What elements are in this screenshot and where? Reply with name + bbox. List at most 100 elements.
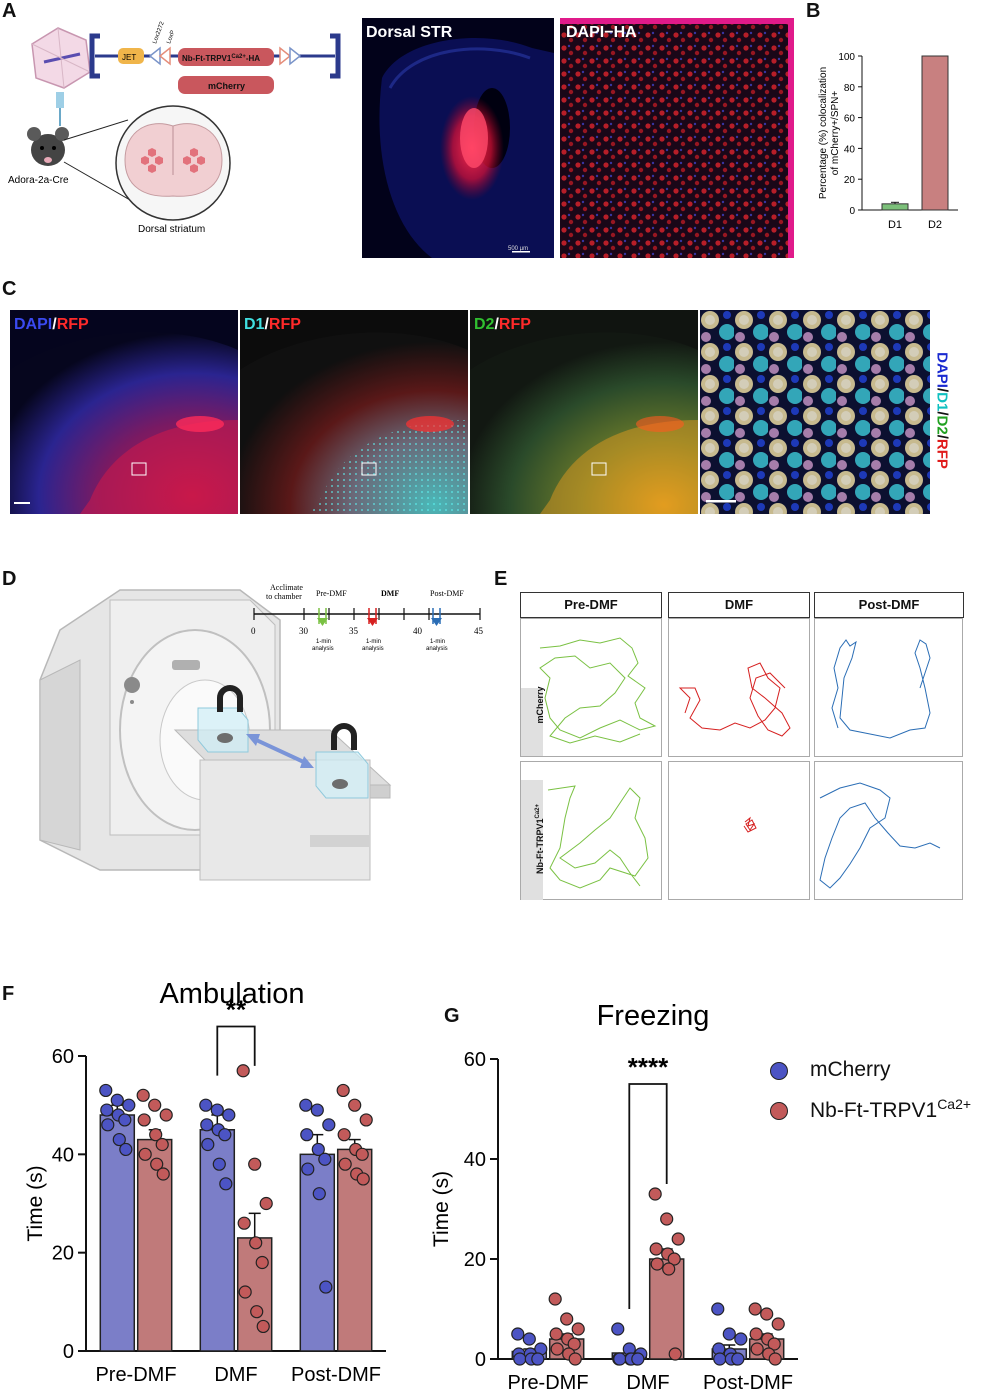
construct-jet: JET — [122, 53, 136, 62]
y-tick-label: 0 — [849, 206, 855, 217]
data-point — [236, 1064, 250, 1078]
track-mcherry-post — [831, 639, 931, 739]
data-point — [648, 1187, 662, 1201]
legend-swatch-mcherry — [770, 1062, 788, 1080]
data-point — [768, 1352, 782, 1366]
data-point — [110, 1093, 124, 1107]
d1-rfp-micrograph: D1/RFP — [240, 310, 468, 514]
data-point — [356, 1172, 370, 1186]
panel-label-a: A — [2, 0, 17, 22]
dapi-rfp-label: DAPI/RFP — [14, 316, 89, 333]
y-tick-label: 80 — [844, 83, 856, 94]
data-point — [731, 1352, 745, 1366]
data-point — [749, 1327, 763, 1341]
freezing-chart: Freezing 0 20 40 60 Time (s) Pre-DMF DMF Post-DM… — [430, 1000, 798, 1394]
data-point — [722, 1327, 736, 1341]
data-point — [136, 1088, 150, 1102]
column-header-dmf: DMF — [668, 592, 810, 618]
data-point — [336, 1083, 350, 1098]
chamber-icon — [197, 707, 369, 799]
data-point — [300, 1128, 314, 1142]
y-tick-label: 40 — [464, 1149, 486, 1171]
data-point — [259, 1196, 273, 1211]
data-point — [560, 1312, 574, 1326]
y-axis-label: Percentage (%) colocalizationof mCherry+… — [818, 67, 841, 199]
timeline-tick-0: 0 — [251, 626, 256, 636]
data-point — [101, 1118, 115, 1132]
timeline-post: Post-DMF — [430, 589, 464, 598]
y-tick-label: 60 — [52, 1046, 74, 1068]
y-axis-label: Time (s) — [430, 1171, 453, 1247]
data-point — [312, 1187, 326, 1201]
x-tick-label-pre-dmf: Pre-DMF — [507, 1372, 588, 1394]
merged-zoom-micrograph — [700, 310, 930, 514]
data-point — [549, 1327, 563, 1341]
region-label: Dorsal striatum — [138, 224, 205, 235]
x-tick-label-post-dmf: Post-DMF — [703, 1372, 793, 1394]
panel-d-mri-schematic — [39, 589, 392, 881]
data-point — [319, 1280, 333, 1294]
row-label-trpv: Nb-Ft-TRPV1Ca2+ — [535, 804, 545, 875]
data-point — [122, 1098, 136, 1112]
data-point — [159, 1108, 173, 1122]
data-point — [522, 1332, 536, 1346]
data-point — [138, 1147, 152, 1161]
d2-rfp-micrograph: D2/RFP — [470, 310, 698, 514]
timeline-tick-30: 30 — [299, 626, 309, 636]
analysis-label-pre-1: 1-min — [316, 639, 331, 645]
data-point — [337, 1128, 351, 1142]
data-point — [571, 1322, 585, 1336]
y-tick-label: 40 — [844, 144, 856, 155]
data-point — [210, 1103, 224, 1117]
y-tick-label: 100 — [838, 52, 855, 63]
y-tick-label: 20 — [52, 1243, 74, 1265]
data-point — [299, 1098, 313, 1112]
significance-label: **** — [628, 1052, 669, 1082]
analysis-label-pre-2: analysis — [312, 646, 334, 652]
x-tick-label-d2: D2 — [928, 219, 942, 231]
significance-bracket — [216, 1025, 256, 1076]
data-point — [201, 1137, 215, 1152]
timeline-post-arrow — [431, 608, 442, 626]
y-axis-label: Time (s) — [24, 1165, 47, 1241]
data-point — [548, 1292, 562, 1306]
chart-title: Ambulation — [159, 978, 304, 1010]
data-point — [750, 1342, 764, 1356]
data-point — [649, 1242, 663, 1256]
panel-a-schematic: Adora-2a-Cre Dorsal striatum JET Lox — [8, 20, 341, 235]
data-point — [662, 1262, 676, 1276]
scale-bar-label: 500 µm — [508, 246, 529, 252]
mouse-label: Adora-2a-Cre — [8, 175, 69, 186]
dorsal-str-image — [379, 38, 554, 258]
data-point — [771, 1317, 785, 1331]
data-point — [748, 1302, 762, 1316]
legend-swatch-trpv — [770, 1102, 788, 1120]
y-tick-label: 60 — [844, 114, 856, 125]
data-point — [711, 1302, 725, 1316]
analysis-label-dmf-1: 1-min — [366, 639, 381, 645]
data-point — [311, 1142, 325, 1157]
x-tick-label-dmf: DMF — [214, 1364, 257, 1386]
x-tick-label-d1: D1 — [888, 219, 902, 231]
significance-label: ** — [226, 995, 247, 1025]
dapi-ha-image — [560, 18, 794, 258]
dorsal-str-micrograph: Dorsal STR 500 µm — [362, 18, 554, 258]
construct-loxp: LoxP — [166, 30, 176, 45]
data-point — [760, 1307, 774, 1321]
data-point — [148, 1098, 162, 1112]
track-trpv-pre — [547, 785, 649, 889]
data-point — [359, 1113, 373, 1127]
panel-label-d: D — [2, 568, 17, 590]
row-label-mcherry: mCherry — [535, 686, 545, 724]
x-tick-label-dmf: DMF — [626, 1372, 669, 1394]
timeline-acclimate-2: to chamber — [266, 592, 302, 601]
data-point — [155, 1137, 169, 1152]
data-point — [531, 1352, 545, 1366]
data-point — [156, 1167, 170, 1181]
data-point — [118, 1113, 132, 1127]
dapi-rfp-image — [10, 332, 238, 514]
syringe-icon — [56, 92, 64, 126]
data-point — [613, 1352, 627, 1366]
data-point — [660, 1212, 674, 1226]
brain-section-icon — [115, 105, 231, 221]
